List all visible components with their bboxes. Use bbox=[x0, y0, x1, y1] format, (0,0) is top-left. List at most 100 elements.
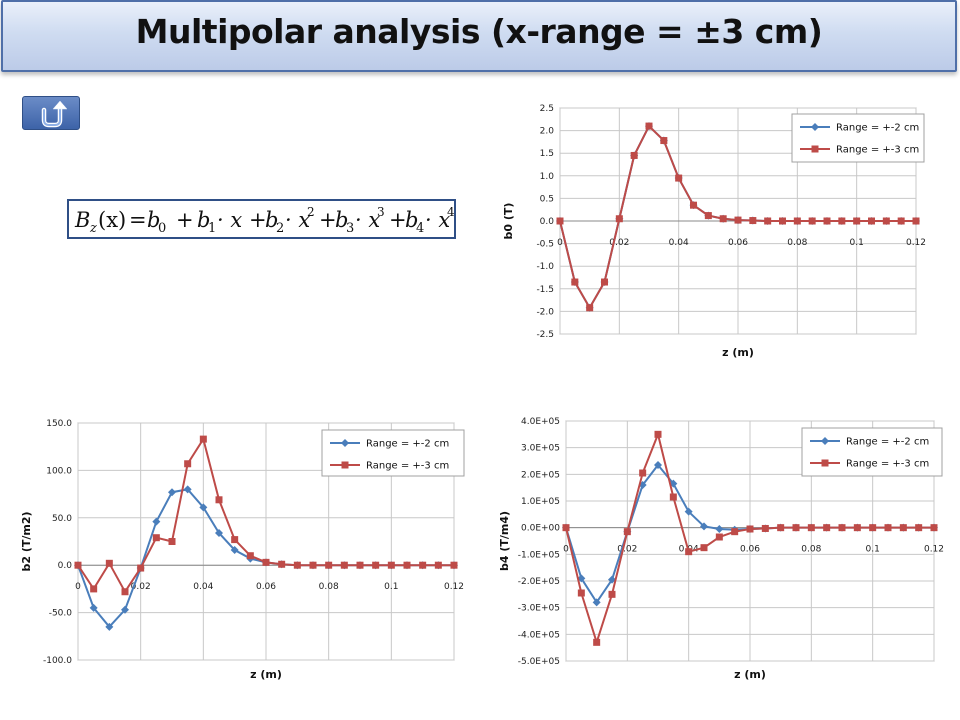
data-point bbox=[215, 496, 223, 504]
equation-var-4: · x bbox=[425, 208, 450, 232]
data-point bbox=[654, 461, 662, 469]
x-tick-label: 0.06 bbox=[740, 545, 760, 555]
data-point bbox=[340, 561, 348, 569]
y-tick-label: 3.0E+05 bbox=[521, 444, 560, 454]
data-point bbox=[669, 493, 677, 501]
data-point bbox=[639, 469, 647, 477]
x-tick-label: 0.1 bbox=[866, 545, 880, 555]
x-tick-label: 0.08 bbox=[801, 545, 821, 555]
y-tick-label: 2.0 bbox=[540, 127, 555, 137]
data-point bbox=[685, 548, 693, 556]
legend-marker bbox=[821, 459, 829, 467]
data-point bbox=[731, 528, 739, 536]
y-tick-label: -0.5 bbox=[536, 240, 554, 250]
data-point bbox=[897, 217, 905, 225]
x-tick-label: 0.08 bbox=[787, 238, 807, 248]
data-point bbox=[793, 217, 801, 225]
legend-marker bbox=[811, 145, 819, 153]
x-tick-label: 0.12 bbox=[924, 545, 944, 555]
y-tick-label: -1.0 bbox=[536, 262, 554, 272]
equation-lhs-b: B bbox=[74, 208, 90, 232]
data-point bbox=[419, 561, 427, 569]
equation-pow-2: 2 bbox=[307, 205, 315, 219]
data-point bbox=[152, 517, 161, 526]
data-point bbox=[293, 561, 301, 569]
data-point bbox=[168, 538, 176, 545]
data-point bbox=[231, 536, 239, 544]
data-point bbox=[868, 217, 875, 225]
equation-sub-1: 1 bbox=[208, 221, 216, 236]
legend-marker bbox=[341, 461, 349, 469]
data-point bbox=[630, 151, 638, 159]
equation-var-3: · x bbox=[355, 208, 380, 232]
x-axis-title: z (m) bbox=[250, 668, 282, 681]
data-point bbox=[777, 524, 785, 532]
data-point bbox=[199, 435, 207, 443]
equation-var-1: · x bbox=[217, 208, 242, 232]
data-point bbox=[152, 534, 160, 542]
data-point bbox=[608, 575, 616, 584]
data-point bbox=[184, 460, 192, 468]
x-tick-label: 0.1 bbox=[850, 238, 864, 248]
data-point bbox=[230, 546, 239, 555]
data-point bbox=[571, 278, 579, 286]
data-point bbox=[884, 524, 892, 532]
equation-pow-3: 3 bbox=[377, 205, 385, 219]
x-tick-label: 0.04 bbox=[669, 238, 689, 248]
data-point bbox=[137, 564, 145, 572]
data-point bbox=[562, 524, 570, 532]
legend-box bbox=[801, 427, 943, 477]
data-point bbox=[89, 603, 98, 612]
y-tick-label: -1.5 bbox=[536, 285, 554, 295]
y-tick-label: -2.0E+05 bbox=[518, 577, 560, 587]
data-point bbox=[930, 524, 938, 532]
data-point bbox=[779, 217, 786, 225]
equation-plus: + bbox=[319, 208, 337, 232]
equation-sub-3: 3 bbox=[346, 221, 354, 236]
legend: Range = +-2 cm Range = +-3 cm bbox=[321, 429, 465, 477]
y-tick-label: -100.0 bbox=[43, 656, 72, 666]
data-point bbox=[915, 524, 923, 532]
data-point bbox=[608, 590, 616, 598]
y-tick-label: 150.0 bbox=[46, 419, 72, 429]
x-tick-label: 0 bbox=[557, 238, 563, 248]
data-point bbox=[556, 217, 564, 225]
back-button[interactable] bbox=[22, 96, 80, 130]
data-point bbox=[675, 174, 683, 182]
chart-b2-svg: 150.0 100.0 50.0 0.0 -50.0 -100.0 0 0.02 0.04 0.0… bbox=[20, 419, 465, 681]
data-point bbox=[899, 524, 907, 532]
u-turn-arrow-icon bbox=[41, 100, 67, 128]
y-tick-label: 1.5 bbox=[540, 149, 554, 159]
x-tick-label: 0.06 bbox=[728, 238, 748, 248]
data-point bbox=[645, 122, 653, 130]
slide-title: Multipolar analysis (x-range = ±3 cm) bbox=[135, 12, 823, 51]
data-point bbox=[669, 479, 678, 488]
y-tick-label: 0.0 bbox=[540, 217, 555, 227]
chart-b4-svg: 4.0E+05 3.0E+05 2.0E+05 1.0E+05 0.0E+00 -1.0E… bbox=[498, 417, 944, 681]
x-tick-label: 0.04 bbox=[193, 582, 213, 592]
y-tick-label: 0.0E+00 bbox=[521, 524, 560, 534]
data-point bbox=[183, 485, 192, 494]
data-point bbox=[577, 574, 586, 583]
data-point bbox=[372, 561, 380, 569]
y-tick-label: 1.0 bbox=[540, 172, 555, 182]
data-point bbox=[577, 589, 585, 597]
data-point bbox=[434, 561, 442, 569]
legend-marker bbox=[811, 123, 819, 131]
y-axis-title: b0 (T) bbox=[502, 203, 515, 240]
x-tick-label: 0.06 bbox=[256, 582, 276, 592]
data-point bbox=[838, 524, 846, 532]
y-tick-label: -1.0E+05 bbox=[518, 550, 560, 560]
data-point bbox=[90, 585, 98, 593]
data-point bbox=[807, 524, 815, 532]
x-tick-label: 0.02 bbox=[609, 238, 629, 248]
equation-lhs-sub: z bbox=[89, 221, 97, 236]
y-tick-label: 100.0 bbox=[46, 466, 72, 476]
x-tick-label: 0.02 bbox=[131, 582, 151, 592]
data-point bbox=[882, 217, 890, 225]
data-point bbox=[356, 561, 364, 569]
data-point bbox=[105, 559, 113, 567]
data-point bbox=[592, 598, 601, 607]
legend-label: Range = +-2 cm bbox=[366, 439, 449, 450]
data-point bbox=[734, 216, 742, 224]
